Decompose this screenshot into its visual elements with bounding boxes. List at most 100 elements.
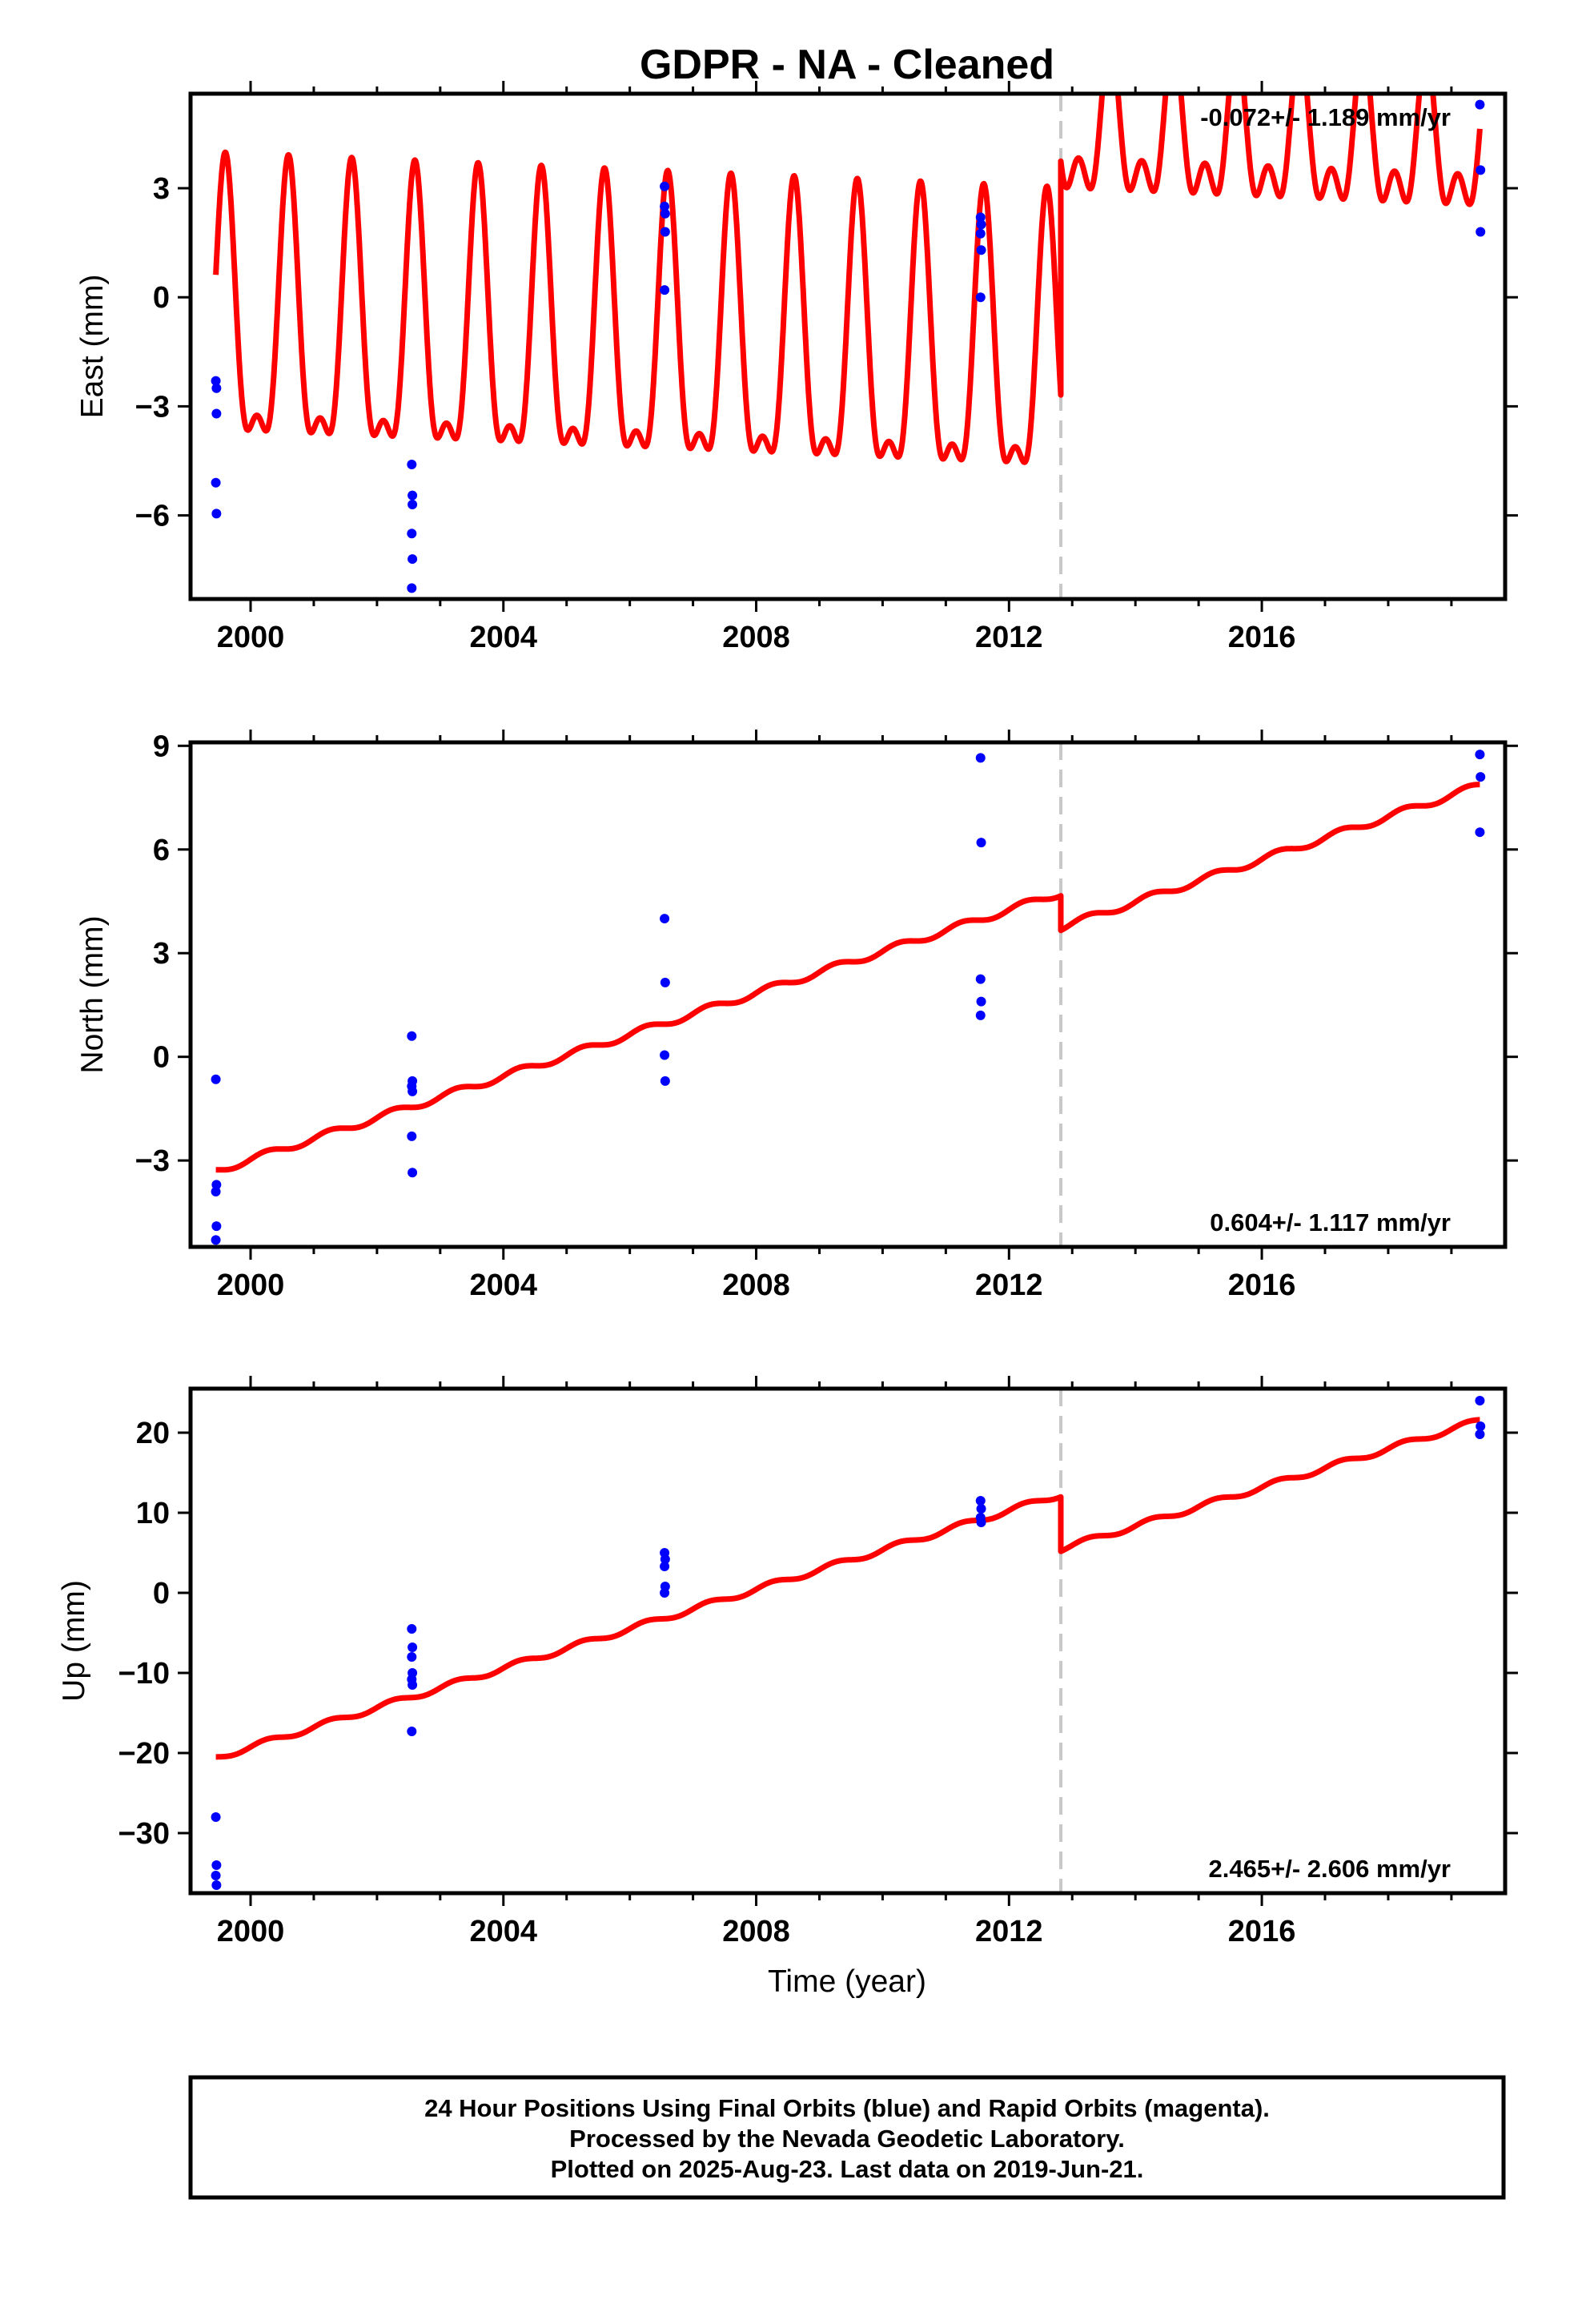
- plot-area: [211, 94, 1486, 599]
- x-tick-label: 2012: [975, 621, 1043, 654]
- data-point: [975, 212, 986, 223]
- data-point: [1476, 1421, 1486, 1431]
- model-line: [213, 94, 1483, 465]
- y-tick-label: 3: [153, 172, 170, 206]
- data-point: [660, 977, 670, 987]
- x-tick-label: 2000: [217, 1269, 285, 1302]
- figure-title: GDPR - NA - Cleaned: [640, 42, 1054, 88]
- plot-frame: [188, 91, 1508, 601]
- x-tick-label: 2000: [217, 1915, 285, 1948]
- y-tick-label: 9: [153, 730, 170, 763]
- east-panel: 2000 2004 2008 2012 2016 3 0 −3 −6 East (mm) -0.07…: [75, 81, 1518, 654]
- data-point: [660, 227, 670, 237]
- y-tick-label: −3: [135, 1144, 170, 1178]
- data-point: [211, 1880, 222, 1890]
- data-point: [407, 1031, 417, 1041]
- model-line: [213, 782, 1483, 1173]
- data-point: [211, 477, 221, 488]
- x-tick-label: 2004: [469, 621, 537, 654]
- data-point: [1475, 827, 1485, 838]
- data-point: [408, 1642, 418, 1652]
- data-point: [211, 1235, 221, 1245]
- east-axis-label: East (mm): [75, 275, 110, 419]
- x-tick-label: 2016: [1228, 1269, 1296, 1302]
- data-point: [660, 1554, 670, 1564]
- data-point: [660, 914, 670, 924]
- y-tick-label: −10: [118, 1657, 170, 1691]
- data-point: [408, 1680, 418, 1690]
- data-point: [975, 1496, 986, 1506]
- up-panel: 2000 2004 2008 2012 2016 20 10 0 −10 −20 −30 Up (mm…: [57, 1376, 1518, 1948]
- data-point: [1475, 750, 1485, 760]
- x-tick-label: 2016: [1228, 1915, 1296, 1948]
- data-point: [976, 996, 986, 1007]
- data-point: [976, 245, 986, 255]
- data-point: [408, 1086, 418, 1096]
- y-tick-label: 10: [136, 1497, 170, 1530]
- y-tick-label: −6: [135, 500, 170, 533]
- data-point: [211, 1186, 221, 1196]
- data-point: [408, 554, 418, 565]
- data-point: [1476, 227, 1486, 237]
- x-axis-label: Time (year): [768, 1964, 926, 1999]
- data-point: [408, 499, 418, 509]
- plot-area: [211, 1389, 1486, 1893]
- north-panel: 2000 2004 2008 2012 2016 9 6 3 0 −3 North (mm) 0.60…: [75, 730, 1518, 1302]
- data-point: [660, 208, 670, 219]
- data-point: [660, 181, 670, 191]
- velocity-label: -0.072+/- 1.189 mm/yr: [1200, 103, 1451, 131]
- data-point: [660, 285, 670, 296]
- data-point: [660, 1562, 670, 1571]
- caption-box: 24 Hour Positions Using Final Orbits (bl…: [188, 2075, 1506, 2200]
- x-tick-label: 2008: [722, 1269, 790, 1302]
- data-point: [211, 509, 222, 519]
- plot-frame: [188, 1386, 1508, 1896]
- north-axis-label: North (mm): [75, 915, 110, 1073]
- data-point: [975, 974, 986, 984]
- data-point: [407, 529, 417, 539]
- velocity-label: 0.604+/- 1.117 mm/yr: [1210, 1208, 1451, 1236]
- data-point: [660, 1076, 670, 1086]
- caption-line-1: 24 Hour Positions Using Final Orbits (bl…: [424, 2094, 1270, 2122]
- data-point: [211, 1221, 222, 1232]
- data-point: [407, 1624, 417, 1634]
- y-tick-label: −20: [118, 1737, 170, 1771]
- data-point: [660, 1050, 670, 1060]
- data-point: [407, 1727, 417, 1736]
- y-tick-label: −3: [135, 390, 170, 424]
- data-point: [1475, 1396, 1485, 1405]
- data-point: [211, 1871, 221, 1880]
- data-point: [975, 753, 986, 763]
- data-point: [1475, 99, 1485, 110]
- data-point: [211, 1812, 221, 1822]
- data-point: [976, 838, 986, 848]
- y-tick-label: 0: [153, 281, 170, 315]
- data-point: [660, 201, 670, 211]
- data-point: [211, 1074, 221, 1084]
- data-point: [975, 292, 986, 303]
- model-line: [213, 1417, 1483, 1760]
- y-tick-label: 0: [153, 1577, 170, 1610]
- y-tick-label: 6: [153, 834, 170, 867]
- data-point: [211, 376, 221, 386]
- x-tick-label: 2004: [469, 1269, 537, 1302]
- plot-area: [211, 742, 1486, 1247]
- up-axis-label: Up (mm): [57, 1580, 91, 1702]
- caption-frame: [188, 2075, 1506, 2200]
- plot-frame: [188, 740, 1508, 1249]
- data-point: [976, 219, 986, 230]
- y-tick-label: 0: [153, 1041, 170, 1075]
- data-point: [407, 1652, 417, 1662]
- data-point: [407, 1131, 417, 1141]
- data-point: [976, 1518, 986, 1527]
- data-point: [211, 1180, 222, 1190]
- data-point: [408, 490, 418, 501]
- x-tick-label: 2012: [975, 1915, 1043, 1948]
- data-point: [407, 583, 417, 593]
- velocity-label: 2.465+/- 2.606 mm/yr: [1209, 1855, 1451, 1883]
- data-point: [211, 1860, 222, 1870]
- data-point: [408, 1168, 418, 1178]
- x-tick-label: 2016: [1228, 621, 1296, 654]
- y-tick-label: 3: [153, 937, 170, 971]
